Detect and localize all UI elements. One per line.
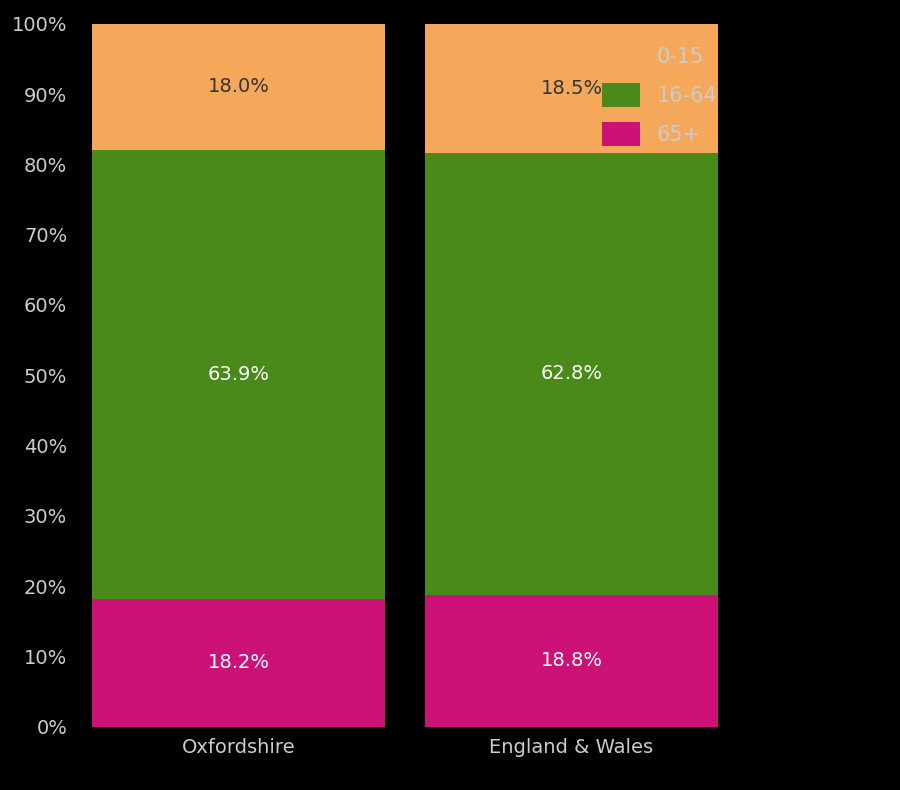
Bar	[425, 153, 718, 595]
Text: 18.8%: 18.8%	[541, 651, 602, 670]
Bar	[425, 595, 718, 727]
Text: 18.2%: 18.2%	[208, 653, 269, 672]
Bar	[92, 599, 385, 727]
Text: 18.5%: 18.5%	[540, 78, 603, 97]
Bar	[425, 23, 718, 153]
Bar	[92, 149, 385, 599]
Text: 62.8%: 62.8%	[541, 364, 602, 383]
Bar	[92, 23, 385, 149]
Text: 18.0%: 18.0%	[208, 77, 269, 96]
Legend: 0-15, 16-64, 65+: 0-15, 16-64, 65+	[592, 34, 727, 156]
Text: 63.9%: 63.9%	[208, 365, 269, 384]
